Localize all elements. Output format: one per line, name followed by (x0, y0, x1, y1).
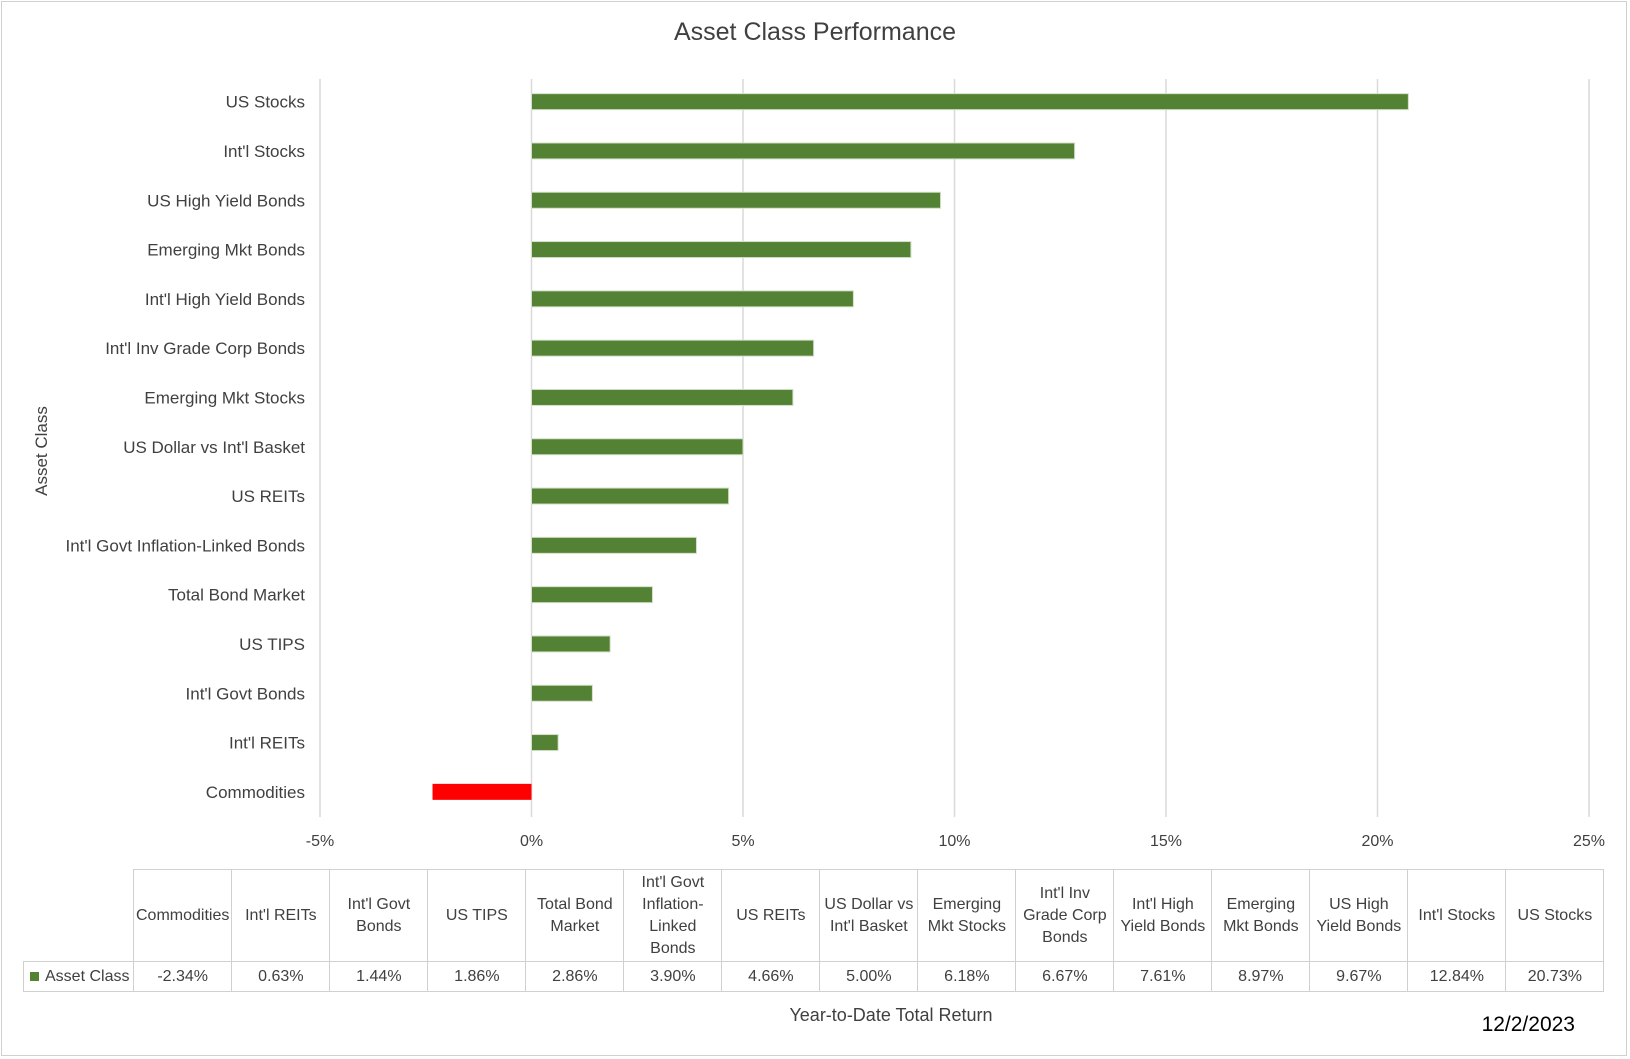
x-tick-label: 20% (1361, 833, 1393, 850)
x-tick-label: 15% (1150, 833, 1182, 850)
category-label: Int'l Govt Inflation-Linked Bonds (66, 536, 306, 555)
data-table-value: 6.67% (1015, 961, 1115, 992)
data-table-header: US Dollar vs Int'l Basket (819, 869, 919, 962)
data-table-corner (23, 869, 134, 962)
data-table-value: 1.86% (427, 961, 527, 992)
x-tick-label: 5% (731, 833, 754, 850)
category-label: Int'l REITs (229, 734, 305, 753)
bar (531, 487, 730, 505)
data-table-value: 9.67% (1309, 961, 1409, 992)
data-table-value: 6.18% (917, 961, 1017, 992)
category-label: US Stocks (226, 93, 305, 112)
data-table-header: Int'l Stocks (1407, 869, 1507, 962)
data-table-value: 4.66% (721, 961, 821, 992)
data-table-header: US Stocks (1505, 869, 1605, 962)
legend-label: Asset Class (45, 967, 130, 985)
bar (531, 388, 794, 406)
bar (531, 290, 854, 308)
data-table-value: -2.34% (132, 961, 233, 992)
data-table-header: Int'l Govt Bonds (329, 869, 429, 962)
category-label: Total Bond Market (168, 586, 305, 605)
data-table-value: 5.00% (819, 961, 919, 992)
data-table-header: Emerging Mkt Stocks (917, 869, 1017, 962)
data-table-header: Int'l Govt Inflation-Linked Bonds (623, 869, 723, 962)
data-table-header: US TIPS (427, 869, 527, 962)
chart-title: Asset Class Performance (673, 18, 957, 46)
data-table-header-row: Commodities Int'l REITs Int'l Govt Bonds US… (23, 869, 1605, 962)
x-tick-label: 10% (938, 833, 970, 850)
data-table-value: 3.90% (623, 961, 723, 992)
bar (432, 783, 532, 800)
data-table-value: 20.73% (1505, 961, 1605, 992)
x-tick-label: -5% (306, 833, 334, 850)
bar (531, 191, 942, 209)
category-label: Commodities (206, 783, 305, 802)
category-label: US Dollar vs Int'l Basket (123, 438, 305, 457)
data-table-header: US REITs (721, 869, 821, 962)
bar (531, 635, 611, 653)
data-table-value: 0.63% (231, 961, 331, 992)
bar (531, 684, 593, 702)
category-label: Emerging Mkt Stocks (144, 388, 305, 407)
data-table-value: 1.44% (329, 961, 429, 992)
bar (531, 438, 744, 456)
report-date: 12/2/2023 (1481, 1013, 1575, 1036)
data-table-header: Int'l Inv Grade Corp Bonds (1015, 869, 1115, 962)
data-table-value: 7.61% (1113, 961, 1213, 992)
data-table-value: 8.97% (1211, 961, 1311, 992)
category-label: US TIPS (239, 635, 305, 654)
bar (531, 241, 912, 259)
data-table-header: US High Yield Bonds (1309, 869, 1409, 962)
legend-swatch (30, 971, 39, 981)
data-table-header: Int'l High Yield Bonds (1113, 869, 1213, 962)
bar (531, 339, 815, 357)
data-table: Commodities Int'l REITs Int'l Govt Bonds US… (23, 869, 1605, 992)
bar (531, 586, 653, 604)
x-tick-label: 25% (1573, 833, 1605, 850)
bar (531, 734, 559, 752)
data-table-value-row: Asset Class -2.34% 0.63% 1.44% 1.86% 2.86% 3.… (23, 961, 1605, 992)
data-table-header: Int'l REITs (231, 869, 331, 962)
category-label: Int'l High Yield Bonds (145, 290, 305, 309)
data-table-value: 2.86% (525, 961, 625, 992)
data-table-header: Emerging Mkt Bonds (1211, 869, 1311, 962)
category-label: US High Yield Bonds (147, 191, 305, 210)
bar-plot: -5% 0% 5% 10% 15% 20% 25% US Stocks Int'l Stocks… (66, 79, 1605, 850)
bar (531, 536, 697, 554)
legend-key: Asset Class (23, 961, 134, 992)
category-label: Emerging Mkt Bonds (147, 241, 305, 260)
category-label: Int'l Inv Grade Corp Bonds (105, 339, 305, 358)
category-label: US REITs (231, 487, 305, 506)
bar (531, 93, 1409, 111)
category-label: Int'l Stocks (223, 142, 305, 161)
data-table-header: Commodities (132, 869, 233, 962)
data-table-header: Total Bond Market (525, 869, 625, 962)
x-tick-label: 0% (520, 833, 543, 850)
data-table-value: 12.84% (1407, 961, 1507, 992)
x-axis-label: Year-to-Date Total Return (789, 1005, 993, 1025)
bar (531, 142, 1076, 160)
category-label: Int'l Govt Bonds (186, 684, 305, 703)
